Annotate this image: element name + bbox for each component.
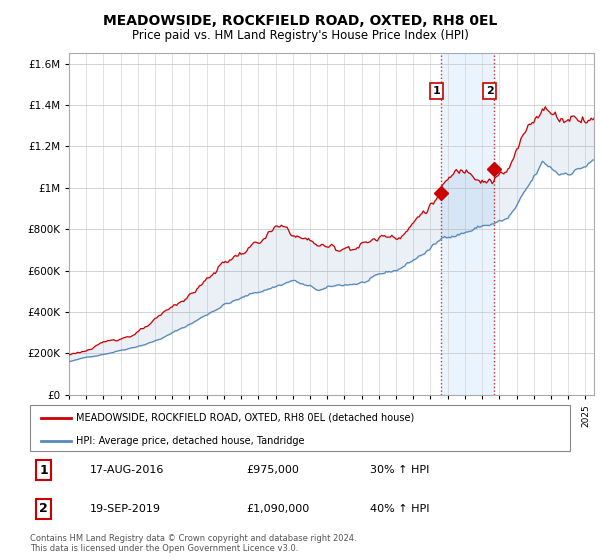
Text: 30% ↑ HPI: 30% ↑ HPI xyxy=(370,465,430,475)
Text: 2: 2 xyxy=(486,86,493,96)
Text: 40% ↑ HPI: 40% ↑ HPI xyxy=(370,504,430,514)
Text: MEADOWSIDE, ROCKFIELD ROAD, OXTED, RH8 0EL: MEADOWSIDE, ROCKFIELD ROAD, OXTED, RH8 0… xyxy=(103,14,497,28)
Bar xyxy=(441,53,494,395)
Text: £975,000: £975,000 xyxy=(246,465,299,475)
Text: 19-SEP-2019: 19-SEP-2019 xyxy=(89,504,160,514)
Text: £1,090,000: £1,090,000 xyxy=(246,504,309,514)
Text: 1: 1 xyxy=(39,464,48,477)
Text: Contains HM Land Registry data © Crown copyright and database right 2024.
This d: Contains HM Land Registry data © Crown c… xyxy=(30,534,356,553)
Text: 2: 2 xyxy=(39,502,48,515)
Text: MEADOWSIDE, ROCKFIELD ROAD, OXTED, RH8 0EL (detached house): MEADOWSIDE, ROCKFIELD ROAD, OXTED, RH8 0… xyxy=(76,413,414,423)
Text: Price paid vs. HM Land Registry's House Price Index (HPI): Price paid vs. HM Land Registry's House … xyxy=(131,29,469,42)
Text: 1: 1 xyxy=(433,86,440,96)
Text: HPI: Average price, detached house, Tandridge: HPI: Average price, detached house, Tand… xyxy=(76,436,304,446)
Text: 17-AUG-2016: 17-AUG-2016 xyxy=(89,465,164,475)
FancyBboxPatch shape xyxy=(30,405,570,451)
